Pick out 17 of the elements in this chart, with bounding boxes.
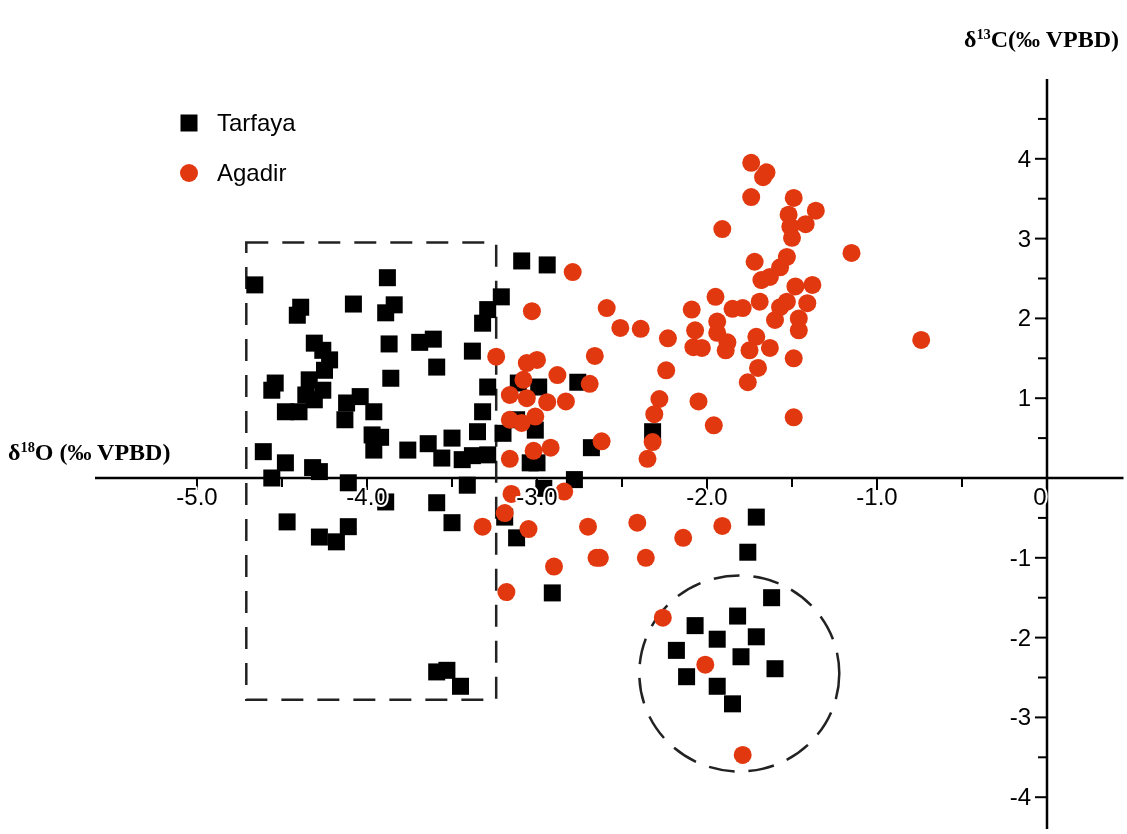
legend-label: Tarfaya	[217, 109, 297, 136]
y-tick-label: -4	[1009, 783, 1031, 811]
x-tick-label: -3.0	[516, 483, 558, 510]
y-tick-label: 4	[1017, 144, 1031, 172]
y-tick-label: -1	[1009, 543, 1031, 571]
y-tick-label: 3	[1017, 224, 1031, 252]
y-axis-title: δ$^{13}$C(‰ VPBD)	[963, 26, 1119, 52]
y-tick-label: 1	[1017, 384, 1031, 412]
x-tick-label: -2.0	[686, 483, 728, 510]
y-tick-label: -3	[1009, 703, 1031, 731]
x-axis-title: δ$^{18}$O (‰ VPBD)	[8, 439, 171, 465]
x-tick-label: 0	[1033, 483, 1047, 510]
legend-label: Agadir	[217, 159, 287, 186]
y-tick-label: -2	[1009, 623, 1031, 651]
y-tick-label: 2	[1017, 304, 1031, 332]
x-tick-label: -5.0	[176, 483, 218, 510]
x-tick-label: -1.0	[856, 483, 898, 510]
